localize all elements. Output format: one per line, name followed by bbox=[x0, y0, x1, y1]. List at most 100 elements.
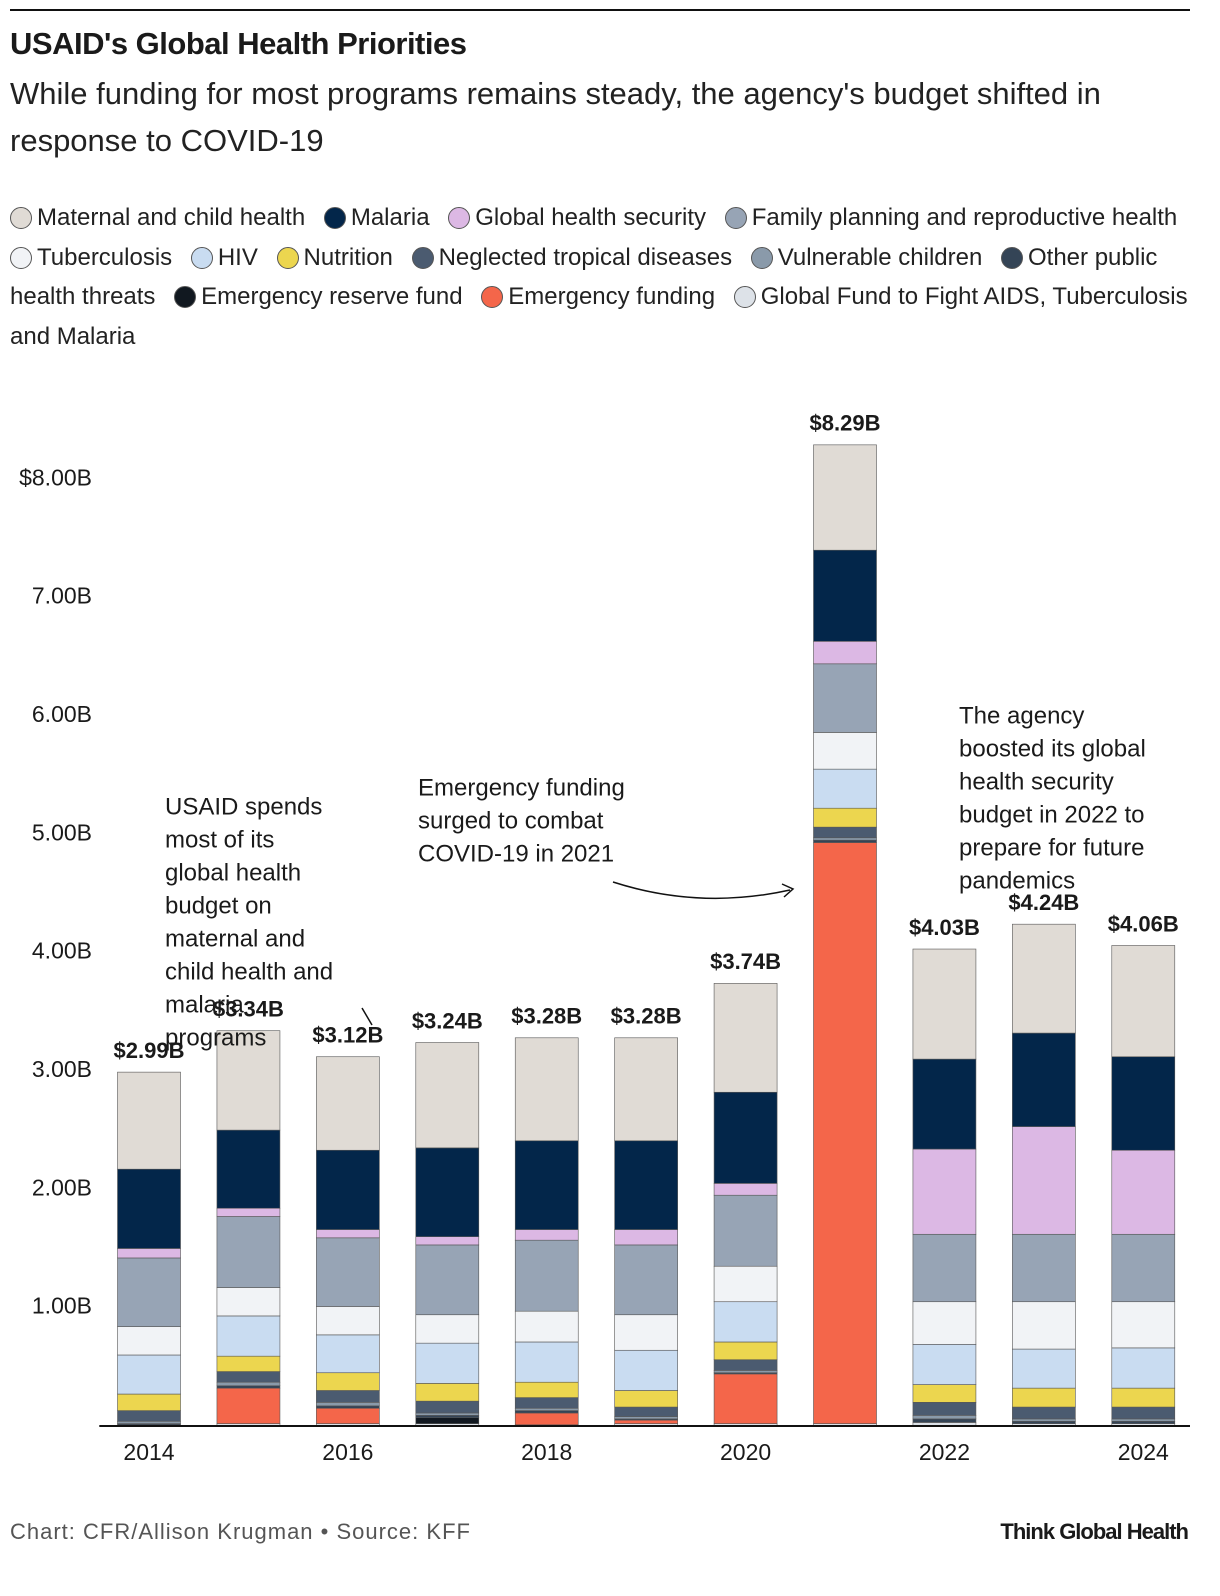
bar-segment bbox=[713, 983, 778, 1093]
bar-segment bbox=[1111, 1418, 1176, 1422]
legend-label: Global health security bbox=[475, 204, 707, 231]
legend-swatch bbox=[724, 207, 747, 229]
x-tick-label: 2020 bbox=[720, 1439, 771, 1465]
bar-segment bbox=[415, 1147, 480, 1237]
bar-segment bbox=[1012, 1420, 1076, 1424]
bar-segment bbox=[912, 1415, 977, 1420]
legend-item: Emergency reserve fund bbox=[174, 283, 463, 310]
legend-label: Nutrition bbox=[303, 243, 393, 271]
bar-segment bbox=[912, 1233, 977, 1303]
bar-segment bbox=[117, 1071, 181, 1170]
bar-segment bbox=[1012, 1301, 1076, 1350]
bar-segment bbox=[813, 842, 877, 1424]
annotation: most of its bbox=[165, 826, 274, 853]
bar-segment bbox=[316, 1407, 380, 1424]
annotation: pandemics bbox=[959, 867, 1075, 894]
annotation: global health bbox=[165, 859, 301, 886]
bar-segment bbox=[514, 1397, 579, 1409]
bar-segment bbox=[216, 1129, 281, 1209]
y-tick-label: 5.00B bbox=[32, 819, 92, 845]
bar-segment bbox=[614, 1349, 678, 1391]
bar-segment bbox=[912, 948, 977, 1060]
bar-segment bbox=[117, 1248, 181, 1259]
bar-segment bbox=[912, 1384, 977, 1403]
bar-segment bbox=[912, 1344, 977, 1385]
bar-segment bbox=[316, 1402, 380, 1407]
bar-segment bbox=[415, 1412, 480, 1416]
x-tick-label: 2022 bbox=[919, 1439, 970, 1465]
legend-swatch bbox=[10, 246, 32, 269]
legend-label: Maternal and child health bbox=[37, 204, 306, 231]
total-label: $3.28B bbox=[511, 1004, 582, 1029]
bar-segment bbox=[813, 641, 877, 665]
bar-segment bbox=[117, 1393, 181, 1411]
annotation: health security bbox=[959, 768, 1114, 795]
legend-item: Neglected tropical diseases bbox=[411, 243, 733, 271]
annotation: surged to combat bbox=[418, 807, 604, 834]
y-tick-label: 2.00B bbox=[32, 1174, 92, 1200]
bar-segment bbox=[216, 1385, 281, 1389]
annotation: maternal and bbox=[165, 925, 305, 952]
legend-label: Neglected tropical diseases bbox=[438, 243, 733, 271]
bar-segment bbox=[813, 732, 877, 770]
legend-swatch bbox=[411, 246, 434, 269]
legend-item: Vulnerable children bbox=[750, 243, 983, 271]
total-label: $3.28B bbox=[611, 1004, 682, 1029]
annotation: COVID-19 in 2021 bbox=[418, 840, 614, 867]
bar-segment bbox=[1111, 945, 1176, 1058]
bar-segment bbox=[713, 1301, 778, 1343]
bar-segment bbox=[415, 1417, 480, 1424]
legend-item: Other public health threats bbox=[10, 244, 1157, 311]
bar-segment bbox=[514, 1407, 579, 1411]
x-tick-label: 2018 bbox=[521, 1439, 572, 1465]
y-tick-label: 3.00B bbox=[32, 1056, 92, 1082]
bar-segment bbox=[614, 1390, 678, 1408]
legend-item: Maternal and child health bbox=[10, 204, 305, 231]
bar-segment bbox=[1111, 1387, 1176, 1408]
bar-segment bbox=[614, 1229, 678, 1246]
bar-segment bbox=[415, 1236, 480, 1246]
bar-segment bbox=[514, 1140, 579, 1230]
bar-segment bbox=[614, 1416, 678, 1420]
bar-segment bbox=[1111, 1233, 1176, 1303]
bar-segment bbox=[1012, 1126, 1076, 1235]
bar-segment bbox=[514, 1239, 579, 1312]
y-tick-label: 6.00B bbox=[32, 701, 92, 727]
bar-segment bbox=[216, 1216, 281, 1288]
bar-segment bbox=[1111, 1056, 1176, 1151]
total-label: $4.06B bbox=[1108, 911, 1179, 936]
bar-segment bbox=[117, 1410, 181, 1422]
annotation: Emergency funding bbox=[418, 774, 625, 801]
bar-segment bbox=[216, 1287, 281, 1317]
y-tick-label: 4.00B bbox=[32, 938, 92, 964]
bar-segment bbox=[1111, 1420, 1176, 1424]
legend-swatch bbox=[1001, 246, 1023, 269]
bar-segment bbox=[216, 1387, 281, 1424]
bar-segment bbox=[713, 1359, 778, 1371]
bar-segment bbox=[514, 1341, 579, 1383]
total-label: $3.24B bbox=[412, 1008, 483, 1033]
bar-segment bbox=[813, 839, 877, 843]
total-label: $3.12B bbox=[312, 1023, 383, 1048]
bar-segment bbox=[216, 1355, 281, 1372]
total-label: $2.99B bbox=[114, 1038, 185, 1063]
annotation: budget on bbox=[165, 892, 272, 919]
legend-item: HIV bbox=[190, 244, 258, 271]
bar-segment bbox=[316, 1334, 380, 1374]
bar-segment bbox=[316, 1306, 380, 1336]
bar-segment bbox=[316, 1372, 380, 1391]
legend-swatch bbox=[190, 246, 213, 269]
bar-segment bbox=[117, 1420, 181, 1424]
legend-item: Tuberculosis bbox=[10, 244, 172, 271]
legend-label: Emergency reserve fund bbox=[201, 283, 463, 310]
legend-label: Vulnerable children bbox=[777, 243, 983, 271]
bar-segment bbox=[1012, 1233, 1076, 1303]
bar-segment bbox=[216, 1315, 281, 1357]
bar-segment bbox=[1111, 1301, 1176, 1349]
source: Chart: CFR/Allison Krugman • Source: KFF bbox=[10, 1519, 471, 1544]
legend-swatch bbox=[323, 207, 346, 229]
bar-segment bbox=[1012, 923, 1076, 1034]
legend-item: Emergency funding bbox=[481, 283, 715, 310]
bar-segment bbox=[1111, 1149, 1176, 1235]
bar-segment bbox=[117, 1168, 181, 1249]
